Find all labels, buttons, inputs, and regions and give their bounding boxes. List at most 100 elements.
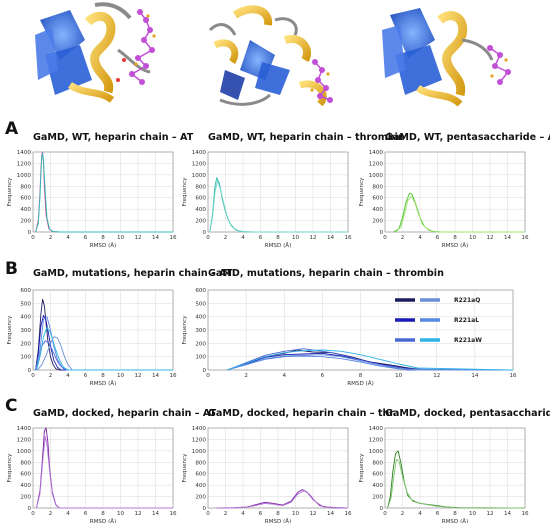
y-tick-label: 600	[20, 472, 31, 478]
x-tick-label: 10	[469, 511, 477, 517]
y-tick-label: 0	[379, 230, 383, 236]
x-axis-label: RMSD (Å)	[265, 242, 292, 249]
x-tick-label: 14	[504, 511, 512, 517]
x-tick-label: 2	[244, 373, 248, 379]
series-line-4	[37, 336, 173, 371]
y-tick-label: 1200	[369, 161, 384, 167]
x-tick-label: 10	[117, 235, 125, 241]
x-tick-label: 14	[152, 235, 160, 241]
y-tick-label: 1200	[17, 437, 32, 443]
y-tick-label: 1200	[17, 161, 32, 167]
x-tick-label: 8	[359, 373, 363, 379]
y-tick-label: 200	[195, 341, 206, 347]
x-tick-label: 10	[117, 511, 125, 517]
y-axis-label: Frequency	[182, 177, 188, 207]
structure-image-at-pentasaccharide	[380, 2, 530, 108]
x-tick-label: 4	[66, 235, 70, 241]
series-line-2	[35, 314, 173, 371]
y-tick-label: 1200	[192, 437, 207, 443]
x-axis-label: RMSD (Å)	[90, 380, 117, 387]
x-tick-label: 14	[504, 235, 512, 241]
x-tick-label: 12	[309, 235, 316, 241]
x-tick-label: 12	[134, 511, 141, 517]
y-tick-label: 0	[202, 368, 206, 374]
x-tick-label: 8	[101, 511, 105, 517]
x-tick-label: 6	[84, 235, 88, 241]
x-tick-label: 6	[84, 511, 88, 517]
x-axis-label: RMSD (Å)	[90, 242, 117, 249]
series-line-1	[35, 298, 173, 371]
y-tick-label: 400	[195, 207, 206, 213]
series-line-2	[209, 180, 348, 233]
y-axis-label: Frequency	[359, 453, 365, 483]
y-tick-label: 500	[20, 301, 31, 307]
y-tick-label: 200	[20, 495, 31, 501]
y-tick-label: 0	[27, 230, 31, 236]
x-tick-label: 16	[169, 235, 177, 241]
x-tick-label: 10	[117, 373, 125, 379]
x-tick-label: 16	[509, 373, 517, 379]
x-tick-label: 0	[206, 235, 210, 241]
x-axis-label: RMSD (Å)	[90, 518, 117, 523]
x-tick-label: 8	[453, 235, 457, 241]
x-tick-label: 2	[49, 235, 53, 241]
x-tick-label: 10	[395, 373, 403, 379]
y-axis-label: Frequency	[7, 453, 13, 483]
x-tick-label: 4	[241, 235, 245, 241]
x-tick-label: 12	[134, 373, 141, 379]
y-tick-label: 400	[20, 315, 31, 321]
x-tick-label: 14	[152, 511, 160, 517]
structure-image-thrombin-heparin	[205, 2, 360, 108]
x-tick-label: 2	[401, 511, 405, 517]
y-tick-label: 1400	[17, 150, 32, 156]
y-tick-label: 600	[372, 196, 383, 202]
legend-swatch	[420, 338, 440, 342]
y-tick-label: 400	[20, 207, 31, 213]
x-tick-label: 4	[282, 373, 286, 379]
y-tick-label: 300	[20, 328, 31, 334]
y-tick-label: 1000	[192, 449, 207, 455]
x-tick-label: 2	[224, 511, 228, 517]
series-line-2	[35, 152, 173, 233]
x-tick-label: 8	[101, 373, 105, 379]
x-tick-label: 16	[344, 511, 352, 517]
series-line-2	[387, 458, 526, 509]
chart-title: GaMD, docked, heparin chain – AT	[33, 408, 217, 419]
x-tick-label: 4	[418, 235, 422, 241]
x-tick-label: 16	[344, 235, 352, 241]
x-tick-label: 4	[418, 511, 422, 517]
x-tick-label: 2	[49, 373, 53, 379]
x-tick-label: 16	[169, 373, 177, 379]
y-tick-label: 400	[372, 207, 383, 213]
y-tick-label: 1000	[17, 449, 32, 455]
y-tick-label: 400	[20, 483, 31, 489]
y-tick-label: 400	[195, 315, 206, 321]
x-tick-label: 14	[152, 373, 160, 379]
x-tick-label: 8	[276, 511, 280, 517]
x-tick-label: 2	[224, 235, 228, 241]
y-tick-label: 200	[20, 219, 31, 225]
y-axis-label: Frequency	[182, 453, 188, 483]
legend-swatch	[420, 318, 440, 322]
x-tick-label: 6	[436, 511, 440, 517]
y-tick-label: 800	[372, 460, 383, 466]
y-tick-label: 1000	[17, 173, 32, 179]
chart-title: GaMD, WT, heparin chain – thrombin	[208, 132, 405, 143]
x-tick-label: 16	[521, 511, 529, 517]
y-tick-label: 400	[372, 483, 383, 489]
x-tick-label: 10	[292, 511, 300, 517]
chart-title: GaMD, docked, pentasaccharide – AT	[385, 408, 550, 419]
y-tick-label: 200	[372, 219, 383, 225]
y-tick-label: 200	[195, 219, 206, 225]
x-tick-label: 12	[309, 511, 316, 517]
x-tick-label: 12	[134, 235, 141, 241]
y-tick-label: 1200	[369, 437, 384, 443]
panel-letter-a: A	[5, 119, 19, 139]
series-line-2	[36, 436, 173, 509]
x-tick-label: 2	[401, 235, 405, 241]
y-tick-label: 600	[195, 288, 206, 294]
y-tick-label: 1400	[192, 150, 207, 156]
x-tick-label: 10	[469, 235, 477, 241]
legend-label: R221aL	[454, 317, 479, 324]
x-axis-label: RMSD (Å)	[442, 518, 469, 523]
